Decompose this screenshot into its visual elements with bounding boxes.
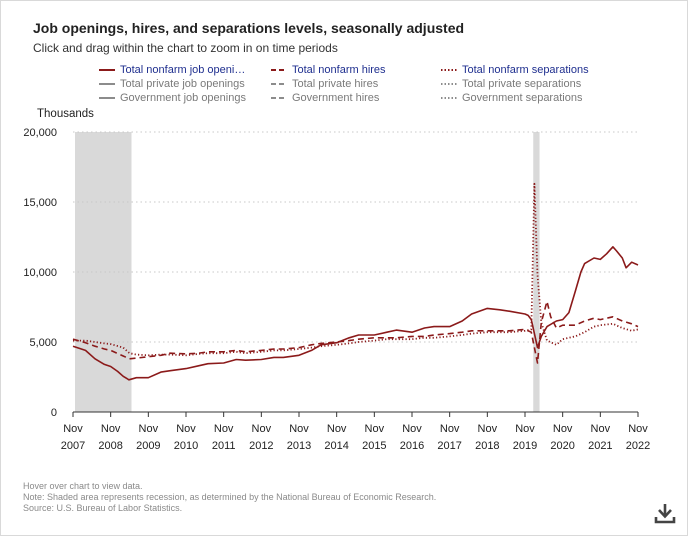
x-tick-label-month: Nov [478,423,498,435]
x-tick-label-month: Nov [327,423,347,435]
y-tick-label: 5,000 [29,337,57,349]
x-tick-label-month: Nov [214,423,234,435]
x-tick-label-year: 2010 [174,440,198,452]
x-tick-label-year: 2007 [61,440,85,452]
legend-item-total-private-hires[interactable]: Total private hires [271,77,378,91]
series-total-nonfarm-separations[interactable] [73,182,639,357]
x-tick-label-year: 2019 [513,440,537,452]
x-tick-label-year: 2020 [550,440,574,452]
x-tick-label-month: Nov [515,423,535,435]
legend-line-dashed-icon [271,97,287,99]
y-axis-title: Thousands [37,108,94,120]
y-tick-label: 20,000 [23,127,57,139]
x-tick-label-year: 2013 [287,440,311,452]
legend-line-dashed-icon [271,69,287,71]
chart-notes: Hover over chart to view data. Note: Sha… [23,481,436,514]
source-note: Source: U.S. Bureau of Labor Statistics. [23,503,183,513]
x-tick-label-year: 2015 [362,440,386,452]
x-tick-label-year: 2014 [324,440,348,452]
x-tick-label-month: Nov [139,423,159,435]
x-tick-label-month: Nov [402,423,422,435]
chart-title: Job openings, hires, and separations lev… [33,20,465,36]
y-tick-label: 15,000 [23,197,57,209]
x-tick-label-year: 2021 [588,440,612,452]
legend-item-total-private-separations[interactable]: Total private separations [441,77,581,91]
x-tick-label-month: Nov [440,423,460,435]
x-tick-label-year: 2018 [475,440,499,452]
x-tick-label-year: 2011 [212,440,236,452]
series-total-nonfarm-job-openings[interactable] [72,246,639,381]
x-tick-label-month: Nov [628,423,648,435]
x-tick-label-month: Nov [553,423,573,435]
x-axis-ticks: Nov 2007 Nov 2008 Nov 2009 Nov 2010 Nov 2011 Nov 20… [61,412,650,452]
legend-item-total-nonfarm-job-openings[interactable]: Total nonfarm job openin... [99,63,248,77]
legend-line-dotted-icon [441,97,457,99]
legend-line-dashed-icon [271,83,287,85]
hover-hint: Hover over chart to view data. [23,481,143,491]
x-tick-label-year: 2016 [400,440,424,452]
legend-line-solid-icon [99,97,115,99]
y-tick-label: 10,000 [23,267,57,279]
legend-item-government-job-openings[interactable]: Government job openings [99,91,246,105]
x-tick-label-month: Nov [101,423,121,435]
chart-subtitle: Click and drag within the chart to zoom … [33,41,338,55]
x-tick-label-year: 2012 [249,440,273,452]
x-tick-label-month: Nov [591,423,611,435]
legend-item-total-nonfarm-separations[interactable]: Total nonfarm separations [441,63,589,77]
x-tick-label-month: Nov [63,423,83,435]
legend-line-dotted-icon [441,83,457,85]
download-icon[interactable] [653,501,677,525]
x-tick-label-year: 2008 [98,440,122,452]
legend-line-solid-icon [99,69,115,71]
legend-item-government-hires[interactable]: Government hires [271,91,379,105]
recession-band [75,132,132,412]
x-tick-label-month: Nov [252,423,272,435]
legend-line-dotted-icon [441,69,457,71]
x-tick-label-month: Nov [365,423,385,435]
x-tick-label-month: Nov [289,423,309,435]
gridlines [73,131,638,413]
y-axis-ticks: 0 5,000 10,000 15,000 20,000 [23,127,57,419]
x-tick-label-year: 2009 [136,440,160,452]
recession-note: Note: Shaded area represents recession, … [23,492,437,502]
x-tick-label-month: Nov [176,423,196,435]
recession-band [533,132,540,412]
legend-line-solid-icon [99,83,115,85]
x-tick-label-year: 2022 [626,440,650,452]
x-tick-label-year: 2017 [437,440,461,452]
legend-item-government-separations[interactable]: Government separations [441,91,582,105]
y-tick-label: 0 [51,407,57,419]
legend-item-total-nonfarm-hires[interactable]: Total nonfarm hires [271,63,386,77]
legend-item-total-private-job-openings[interactable]: Total private job openings [99,77,245,91]
data-series [72,182,639,381]
series-total-nonfarm-hires[interactable] [72,300,639,364]
recession-shading [75,132,540,412]
